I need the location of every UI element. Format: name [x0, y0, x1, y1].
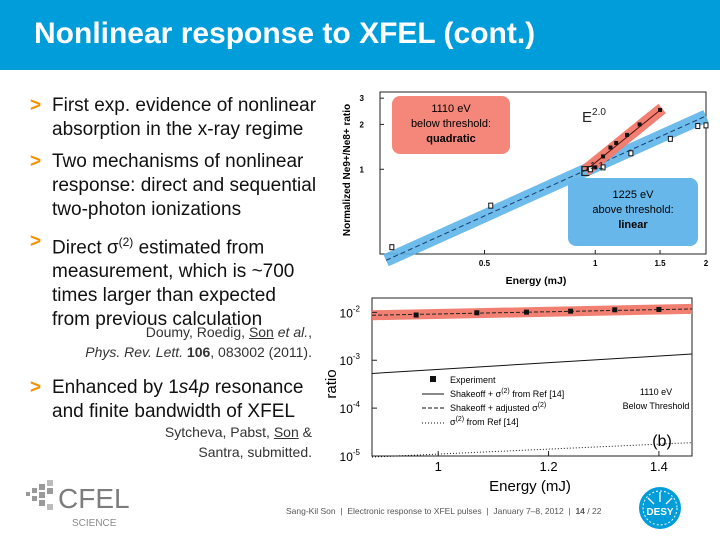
- data-point-1225ev: [587, 166, 593, 173]
- bullet-line: from previous calculation: [52, 309, 263, 331]
- citation-doumy: Doumy, Roedig, Son et al., Phys. Rev. Le…: [85, 324, 312, 360]
- cfel-logo-sub: SCIENCE: [72, 518, 117, 529]
- x-tick-label: 1: [593, 259, 598, 268]
- data-point-1110ev: [593, 165, 598, 170]
- annotation-text: linear: [618, 219, 648, 231]
- x-tick-label: 1: [435, 459, 442, 474]
- legend-item: Experiment: [450, 375, 496, 385]
- desy-logo-graphic: DESY: [639, 487, 681, 529]
- chart-ratio-theory: 1 1.2 1.4 10-2 10-3 10-4 10-5 ratio Energy (mJ…: [323, 297, 693, 495]
- data-point-1110ev: [625, 132, 630, 137]
- y-tick-label: 1: [360, 165, 365, 174]
- data-point-experiment: [612, 307, 618, 313]
- bullet-line: two-photon ionizations: [52, 199, 242, 220]
- annotation-e20: E2.0: [582, 107, 606, 126]
- bullet-arrow-icon: >: [30, 377, 42, 398]
- data-point-1225ev: [695, 123, 701, 130]
- annotation-text: 1225 eV: [613, 189, 655, 201]
- y-axis-label: Normalized Ne9+/Ne8+ ratio: [342, 104, 353, 236]
- legend-item: Shakeoff + σ(2) from Ref [14]: [450, 388, 564, 399]
- desy-logo: DESY: [636, 484, 684, 537]
- bullet-arrow-icon: >: [30, 151, 42, 172]
- x-axis-label: Energy (mJ): [489, 478, 571, 495]
- title-bar: Nonlinear response to XFEL (cont.): [0, 0, 720, 70]
- x-tick-label: 0.5: [479, 259, 491, 268]
- data-point-experiment: [523, 309, 529, 315]
- bullet-line: First exp. evidence of nonlinear: [52, 95, 317, 116]
- annotation-text: quadratic: [426, 133, 476, 145]
- legend-marker-square: [430, 376, 436, 382]
- y-tick-label: 10-5: [340, 448, 361, 464]
- y-tick-label: 3: [360, 94, 365, 103]
- cfel-logo: CFEL SCIENCE: [22, 478, 152, 541]
- annotation-box-quadratic: [392, 96, 510, 154]
- curve-sigma2: [371, 442, 693, 458]
- annotation-text: below threshold:: [411, 118, 491, 130]
- data-point-experiment: [474, 310, 480, 316]
- curve-shakeoff: [371, 353, 693, 374]
- chart-note: 1110 eV: [640, 387, 672, 397]
- annotation-text: 1110 eV: [431, 103, 471, 115]
- bullet-line: and finite bandwidth of XFEL: [52, 401, 295, 422]
- annotation-e11: E1.1: [580, 161, 604, 180]
- footer-author: Sang-Kil Son: [286, 506, 336, 516]
- curve-adjusted: [371, 308, 693, 316]
- legend-item: Shakeoff + adjusted σ(2): [450, 402, 546, 413]
- cfel-logo-text: CFEL: [58, 483, 130, 514]
- data-point-1110ev: [637, 122, 642, 127]
- footer-talk: Electronic response to XFEL pulses: [347, 506, 482, 516]
- data-point-1110ev: [658, 107, 663, 112]
- annotation-text: above threshold:: [592, 204, 673, 216]
- bullet-line: Two mechanisms of nonlinear: [52, 151, 304, 172]
- x-tick-label: 2: [704, 259, 709, 268]
- data-point-1110ev: [608, 145, 613, 150]
- data-point-1225ev: [488, 202, 494, 209]
- desy-logo-text: DESY: [646, 507, 674, 518]
- chart-nonlinear-ratio: 0.5 1 1.5 2 1 2 3 Normalized Ne9+/Ne8+ ratio E…: [342, 91, 709, 287]
- x-tick-label: 1.2: [540, 459, 558, 474]
- data-point-experiment: [413, 312, 419, 318]
- data-point-1225ev: [389, 244, 395, 251]
- y-tick-label: 10-2: [340, 304, 361, 320]
- bullet-line: Enhanced by 1s4p resonance: [52, 377, 304, 398]
- cfel-logo-graphic: CFEL SCIENCE: [26, 480, 130, 529]
- chart-legend: Experiment Shakeoff + σ(2) from Ref [14]…: [422, 375, 564, 427]
- data-point-1225ev: [600, 164, 606, 171]
- slide-title: Nonlinear response to XFEL (cont.): [34, 17, 536, 50]
- bullet-line: absorption in the x-ray regime: [52, 119, 304, 140]
- y-tick-label: 10-3: [340, 352, 361, 368]
- data-point-1110ev: [614, 141, 619, 146]
- x-tick-label: 1.4: [650, 459, 668, 474]
- data-point-experiment: [568, 308, 574, 314]
- data-point-1225ev: [628, 150, 634, 157]
- data-point-experiment: [656, 306, 662, 312]
- page-total: / 22: [587, 506, 602, 516]
- panel-label: (b): [652, 433, 672, 450]
- footer: Sang-Kil Son | Electronic response to XF…: [286, 506, 602, 516]
- bullet-arrow-icon: >: [30, 231, 42, 252]
- x-axis-label: Energy (mJ): [506, 275, 567, 287]
- data-point-1225ev: [667, 135, 673, 142]
- bullet-line: times larger than expected: [52, 285, 276, 307]
- citation-sytcheva: Sytcheva, Pabst, Son & Santra, submitted…: [164, 424, 312, 460]
- chart-note: Below Threshold: [623, 401, 690, 411]
- data-point-1110ev: [601, 154, 606, 159]
- y-tick-label: 2: [360, 120, 365, 129]
- plot-frame: [379, 91, 707, 255]
- annotation-box-linear: [568, 178, 698, 246]
- fit-line-linear: [385, 115, 707, 261]
- legend-item: σ(2) from Ref [14]: [450, 416, 519, 427]
- bullet-line: measurement, which is ~700: [52, 261, 295, 283]
- x-tick-label: 1.5: [654, 259, 666, 268]
- bullet-line: response: direct and sequential: [52, 175, 317, 196]
- footer-date: January 7–8, 2012: [493, 506, 564, 516]
- bullet-arrow-icon: >: [30, 95, 42, 116]
- bullet-line: Direct σ(2) estimated from: [52, 235, 265, 259]
- data-point-1225ev: [703, 122, 709, 129]
- plot-frame: [371, 297, 693, 457]
- y-tick-label: 10-4: [340, 400, 361, 416]
- page-number: 14: [575, 506, 585, 516]
- y-axis-label: ratio: [323, 369, 340, 398]
- fit-line-quadratic: [585, 108, 663, 172]
